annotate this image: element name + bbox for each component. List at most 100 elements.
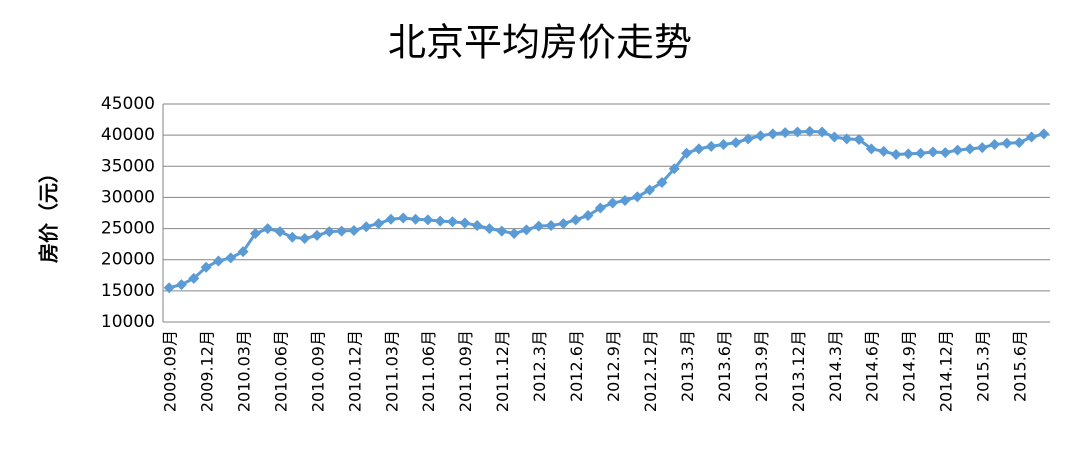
marker [249,228,261,240]
marker [225,252,237,264]
x-tick-label: 2013.6月 [715,330,734,402]
x-tick-label: 2015.6月 [1011,330,1030,402]
x-tick-label: 2014.12月 [937,330,956,412]
marker [163,282,175,294]
x-tick-label: 2013.12月 [789,330,808,412]
marker [175,279,187,291]
marker [397,212,409,224]
marker [742,133,754,145]
marker [668,163,680,175]
marker [582,209,594,221]
marker [508,228,520,240]
marker [718,138,730,150]
x-tick-label: 2012.12月 [641,330,660,412]
marker [644,184,656,196]
marker [902,148,914,160]
marker [730,137,742,149]
marker [693,143,705,155]
y-tick-label: 25000 [101,219,155,239]
marker [607,197,619,209]
marker [767,128,779,140]
marker [828,131,840,143]
marker [483,223,495,235]
marker [705,140,717,152]
marker [1038,128,1050,140]
marker [471,219,483,231]
marker [459,217,471,229]
marker [311,229,323,241]
marker [1001,137,1013,149]
marker [533,220,545,232]
x-tick-label: 2011.03月 [382,330,401,412]
marker [570,214,582,226]
marker [520,224,532,236]
marker [964,143,976,155]
x-tick-label: 2010.12月 [345,330,364,412]
y-tick-label: 15000 [101,281,155,301]
marker [496,225,508,237]
marker [976,142,988,154]
marker [865,143,877,155]
marker [791,126,803,138]
marker [434,215,446,227]
marker [274,226,286,238]
marker [952,144,964,156]
y-tick-label: 20000 [101,250,155,270]
marker [939,147,951,159]
x-tick-label: 2011.06月 [419,330,438,412]
marker [410,213,422,225]
marker [656,176,668,188]
marker [1013,137,1025,149]
marker [360,221,372,233]
y-tick-label: 30000 [101,187,155,207]
x-tick-label: 2014.9月 [900,330,919,402]
marker [545,219,557,231]
x-tick-label: 2010.06月 [271,330,290,412]
marker [373,218,385,230]
marker [447,216,459,228]
x-tick-label: 2010.03月 [234,330,253,412]
marker [631,191,643,203]
marker [853,134,865,146]
marker [915,147,927,159]
marker [262,223,274,235]
marker [841,133,853,145]
marker [323,226,335,238]
marker [681,147,693,159]
marker [989,138,1001,150]
marker [594,202,606,214]
x-tick-label: 2012.6月 [567,330,586,402]
x-tick-label: 2014.6月 [863,330,882,402]
marker [237,246,249,258]
marker [1026,131,1038,143]
y-tick-label: 10000 [101,312,155,332]
x-tick-label: 2013.9月 [752,330,771,402]
marker [779,127,791,139]
marker [890,148,902,160]
x-tick-label: 2011.12月 [493,330,512,412]
marker [385,213,397,225]
x-tick-label: 2012.3月 [530,330,549,402]
y-tick-label: 45000 [101,94,155,114]
marker [927,146,939,158]
x-tick-label: 2012.9月 [604,330,623,402]
marker [557,218,569,230]
x-tick-label: 2009.09月 [161,330,180,412]
marker [878,145,890,157]
marker [816,126,828,138]
marker [286,231,298,243]
marker [422,214,434,226]
marker [200,261,212,273]
marker [188,272,200,284]
marker [336,225,348,237]
x-tick-label: 2009.12月 [197,330,216,412]
x-tick-label: 2014.3月 [826,330,845,402]
y-tick-label: 40000 [101,125,155,145]
x-tick-label: 2010.09月 [308,330,327,412]
marker [754,130,766,142]
y-tick-label: 35000 [101,156,155,176]
marker [619,195,631,207]
marker [212,255,224,267]
